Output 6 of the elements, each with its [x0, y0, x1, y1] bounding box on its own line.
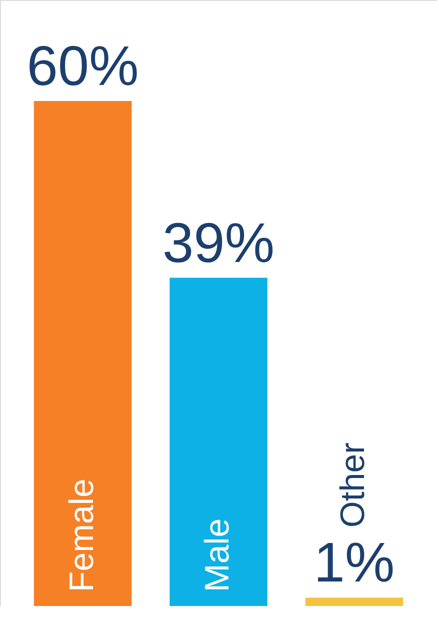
x-tick-label: Male: [198, 518, 236, 592]
data-label: 39%: [162, 210, 275, 274]
x-tick-label: Other: [334, 442, 372, 528]
x-tick-label: Female: [62, 478, 101, 592]
data-label: 1%: [314, 530, 395, 594]
data-label: 60%: [26, 34, 139, 97]
